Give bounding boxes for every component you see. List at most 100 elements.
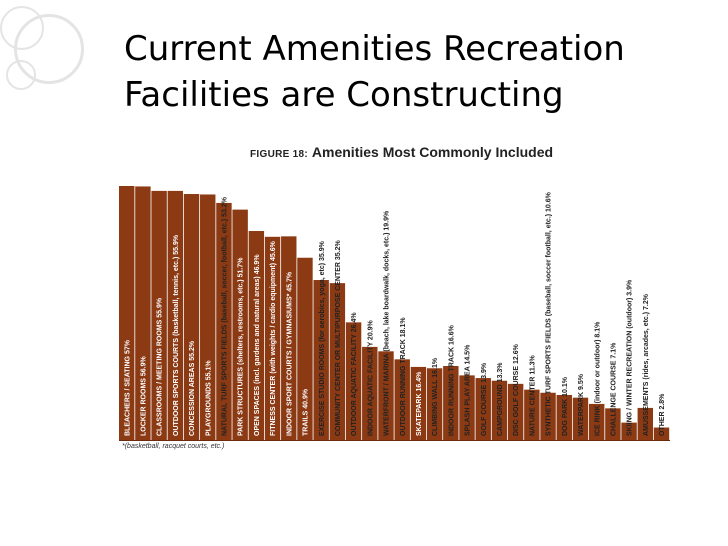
value-label: 12.6% <box>513 343 520 366</box>
bar-18 <box>394 359 410 440</box>
category-label: OTHER <box>659 412 666 437</box>
bar-3 <box>151 190 167 440</box>
value-label: 53.2% <box>222 196 229 219</box>
bar-1 <box>119 186 135 440</box>
value-label: 19.9% <box>384 210 391 233</box>
slide-title-line-2: Facilities are Constructing <box>124 75 564 115</box>
value-label: 20.9% <box>367 319 374 342</box>
bar-label-30: ICE RINK (indoor or outdoor) 8.1% <box>594 321 601 436</box>
category-label: NATURAL TURF SPORTS FIELDS (baseball, so… <box>222 219 229 436</box>
category-label: WATERPARK <box>578 392 585 436</box>
bar-7 <box>216 202 232 440</box>
bar-24 <box>491 380 508 440</box>
value-label: 14.5% <box>465 344 472 367</box>
category-label: SKATEPARK <box>416 393 423 436</box>
category-label: NATURE CENTER <box>529 377 536 436</box>
category-label: OPEN SPACES (incl. gardens and natural a… <box>254 276 261 436</box>
figure-title: FIGURE 18: Amenities Most Commonly Inclu… <box>250 144 553 160</box>
value-label: 46.9% <box>254 254 261 277</box>
value-label: 57% <box>124 339 131 356</box>
category-label: PARK STRUCTURES (shelters, restrooms, et… <box>238 279 245 436</box>
value-label: 55.1% <box>205 360 212 383</box>
category-label: INDOOR RUNNING TRACK <box>448 347 455 436</box>
category-label: PLAYGROUNDS <box>205 382 212 436</box>
bar-14 <box>329 283 346 440</box>
bar-label-22: SPLASH PLAY AREA 14.5% <box>465 344 472 436</box>
bar-23 <box>475 378 491 440</box>
value-label: 55.9% <box>157 297 164 320</box>
value-label: 55.2% <box>189 340 196 363</box>
bar-label-24: CAMPGROUND 13.3% <box>497 362 504 436</box>
category-label: OUTDOOR RUNNING TRACK <box>400 339 407 436</box>
bar-20 <box>426 368 443 440</box>
bar-label-27: SYNTHETIC TURF SPORTS FIELDS (baseball, … <box>546 191 553 436</box>
value-label: 35.9% <box>319 240 326 263</box>
bar-31 <box>605 408 621 440</box>
bar-label-34: OTHER 2.8% <box>659 393 666 436</box>
bar-34 <box>653 427 670 440</box>
bar-label-9: OPEN SPACES (incl. gardens and natural a… <box>254 254 261 436</box>
category-label: COMMUNITY CENTER OR MULTIPURPOSE CENTER <box>335 262 342 436</box>
category-label: GOLF COURSE <box>481 384 488 436</box>
bar-25 <box>507 383 524 440</box>
bar-5 <box>183 194 200 440</box>
value-label: 26.4% <box>351 312 358 335</box>
bar-label-17: WATERFRONT / MARINA (beach, lake boardwa… <box>384 210 391 436</box>
bar-label-3: CLASSROOMS / MEETING ROOMS 55.9% <box>157 297 164 436</box>
category-label: INDOOR AQUATIC FACILITY <box>367 342 374 436</box>
category-label: CLIMBING WALL <box>432 379 439 436</box>
bar-label-2: LOCKER ROOMS 56.9% <box>141 355 148 436</box>
category-label: CHALLENGE COURSE <box>610 360 617 436</box>
category-label: DOG PARK <box>562 399 569 436</box>
category-label: EXERCISE STUDIO ROOMS (for aerobics, yog… <box>319 263 326 436</box>
category-label: FITNESS CENTER (with weights / cardio eq… <box>270 263 277 436</box>
figure-heading: Amenities Most Commonly Included <box>311 144 554 160</box>
value-label: 3.9% <box>627 279 634 298</box>
bar-11 <box>281 236 297 440</box>
value-label: 11.3% <box>529 354 536 376</box>
bar-15 <box>345 322 362 440</box>
value-label: 2.8% <box>659 393 666 412</box>
decorative-ring-small <box>0 6 44 50</box>
bar-8 <box>232 209 248 440</box>
bar-label-8: PARK STRUCTURES (shelters, restrooms, et… <box>238 257 245 436</box>
bar-26 <box>524 389 540 440</box>
category-label: SPLASH PLAY AREA <box>465 366 472 436</box>
bar-12 <box>297 257 313 440</box>
bar-29 <box>572 397 589 440</box>
value-label: 13.3% <box>497 362 504 385</box>
bar-label-25: DISC GOLF COURSE 12.6% <box>513 343 520 436</box>
category-label: SKIING / WINTER RECREATION (outdoor) <box>627 298 634 436</box>
value-label: 10.1% <box>562 376 569 399</box>
bar-17 <box>378 351 394 440</box>
bar-label-14: COMMUNITY CENTER OR MULTIPURPOSE CENTER … <box>335 239 342 436</box>
value-label: 16.1% <box>432 357 439 380</box>
value-label: 9.5% <box>578 373 585 392</box>
value-label: 7.1% <box>610 342 617 361</box>
value-label: 55.9% <box>173 234 180 257</box>
bar-32 <box>621 422 637 440</box>
slide-title: Current Amenities Recreation Facilities … <box>124 26 714 118</box>
category-label: BLEACHERS / SEATING <box>124 355 131 436</box>
bar-label-6: PLAYGROUNDS 55.1% <box>205 360 212 436</box>
value-label: 45.6% <box>270 240 277 263</box>
bar-16 <box>362 346 378 440</box>
value-label: 56.9% <box>141 355 148 378</box>
bar-label-29: WATERPARK 9.5% <box>578 373 585 436</box>
bar-6 <box>200 194 216 440</box>
value-label: 40.9% <box>303 388 310 411</box>
bar-label-12: TRAILS 40.9% <box>303 388 310 436</box>
value-label: 10.6% <box>546 191 553 214</box>
figure-footnote: *(basketball, racquet courts, etc.) <box>122 443 225 450</box>
slide-title-line-1: Current Amenities Recreation <box>124 29 625 69</box>
bar-label-7: NATURAL TURF SPORTS FIELDS (baseball, so… <box>222 196 229 436</box>
category-label: OUTDOOR SPORTS COURTS (basketball, tenni… <box>173 257 180 436</box>
bar-label-10: FITNESS CENTER (with weights / cardio eq… <box>270 240 277 436</box>
decorative-ring-tiny <box>6 60 36 90</box>
bar-22 <box>459 375 475 440</box>
category-label: LOCKER ROOMS <box>141 378 148 436</box>
bar-label-23: GOLF COURSE 13.9% <box>481 362 488 436</box>
category-label: OUTDOOR AQUATIC FACILITY <box>351 334 358 436</box>
bar-label-26: NATURE CENTER 11.3% <box>529 354 536 436</box>
